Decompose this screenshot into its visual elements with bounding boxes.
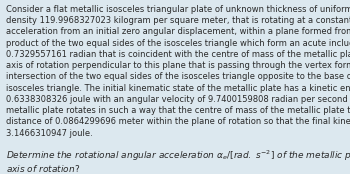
Text: $\it{axis\ of\ rotation?}$: $\it{axis\ of\ rotation?}$ xyxy=(6,163,80,174)
Text: Consider a flat metallic isosceles triangular plate of unknown thickness of unif: Consider a flat metallic isosceles trian… xyxy=(6,5,350,137)
Text: $\it{Determine\ the\ rotational\ angular\ acceleration\ \alpha_e/[rad.\ s^{-2}]\: $\it{Determine\ the\ rotational\ angular… xyxy=(6,148,350,163)
